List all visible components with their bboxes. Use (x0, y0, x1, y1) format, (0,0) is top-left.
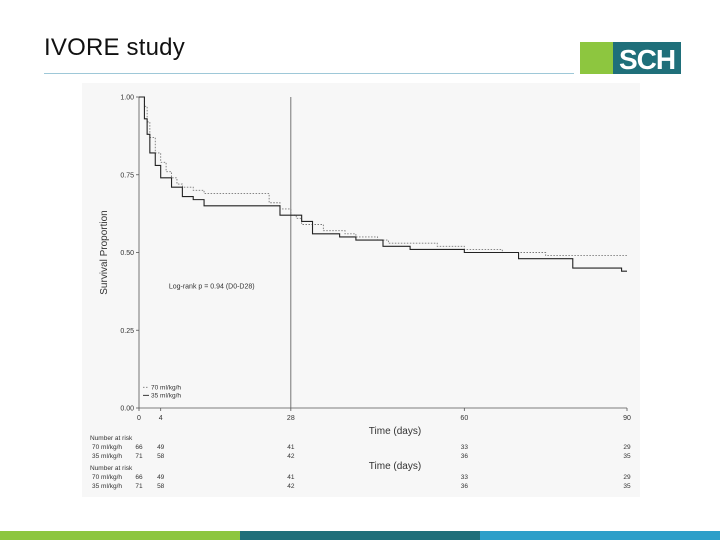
risk-table-value: 58 (157, 483, 165, 490)
risk-table-value: 36 (461, 453, 469, 460)
y-tick-label: 1.00 (120, 95, 134, 102)
title-underline (44, 73, 574, 74)
risk-table-value: 41 (287, 474, 295, 481)
risk-table-value: 66 (135, 444, 143, 451)
logo-green-block (580, 42, 613, 74)
risk-table-value: 42 (287, 483, 295, 490)
x-tick-label: 0 (137, 415, 141, 422)
risk-table-value: 36 (461, 483, 469, 490)
sch-logo: SCH (580, 42, 681, 75)
risk-table-value: 33 (461, 444, 469, 451)
risk-table-value: 58 (157, 453, 165, 460)
y-tick-label: 0.75 (120, 172, 134, 179)
footer-teal-segment (240, 531, 480, 540)
risk-table-value: 71 (135, 453, 143, 460)
y-tick-label: 0.00 (120, 406, 134, 413)
risk-table-row-label: 70 ml/kg/h (92, 474, 122, 481)
y-tick-label: 0.50 (120, 250, 134, 257)
logo-teal-block (613, 42, 681, 74)
x-tick-label: 90 (623, 415, 631, 422)
footer-blue-segment (480, 531, 720, 540)
km-chart: 0.00 0.25 0.50 0.75 1.00 0 4 28 60 90 Survival Pro… (90, 95, 631, 491)
risk-table-row-label: 35 ml/kg/h (92, 453, 122, 460)
risk-table-value: 71 (135, 483, 143, 490)
slide-title: IVORE study (44, 34, 185, 61)
risk-table-value: 33 (461, 474, 469, 481)
risk-table-value: 41 (287, 444, 295, 451)
x-axis-title: Time (days) (369, 426, 421, 437)
x-axis-title-duplicate: Time (days) (369, 461, 421, 472)
risk-table-value: 29 (623, 474, 631, 481)
risk-table-row-label: 70 ml/kg/h (92, 444, 122, 451)
y-tick-label: 0.25 (120, 328, 134, 335)
risk-table-value: 49 (157, 474, 165, 481)
km-curve-35 (139, 96, 627, 272)
risk-table-header: Number at risk (90, 435, 133, 442)
y-axis-title: Survival Proportion (99, 210, 110, 294)
risk-table-value: 35 (623, 483, 631, 490)
risk-table-header: Number at risk (90, 465, 133, 472)
x-tick-label: 60 (460, 415, 468, 422)
x-tick-label: 4 (159, 415, 163, 422)
logo-text: SCH (619, 44, 676, 75)
risk-table-value: 42 (287, 453, 295, 460)
km-figure: 0.00 0.25 0.50 0.75 1.00 0 4 28 60 90 Survival Pro… (82, 83, 640, 497)
risk-table-value: 66 (135, 474, 143, 481)
legend-label: 70 ml/kg/h (151, 384, 181, 391)
km-curve-70 (139, 96, 627, 257)
x-tick-label: 28 (287, 415, 295, 422)
risk-table-value: 35 (623, 453, 631, 460)
risk-table-value: 29 (623, 444, 631, 451)
legend-label: 35 ml/kg/h (151, 392, 181, 399)
risk-table-row-label: 35 ml/kg/h (92, 483, 122, 490)
footer-green-segment (0, 531, 240, 540)
risk-table-value: 49 (157, 444, 165, 451)
log-rank-annotation: Log-rank p = 0.94 (D0-D28) (169, 283, 255, 290)
footer-bar (0, 531, 720, 540)
